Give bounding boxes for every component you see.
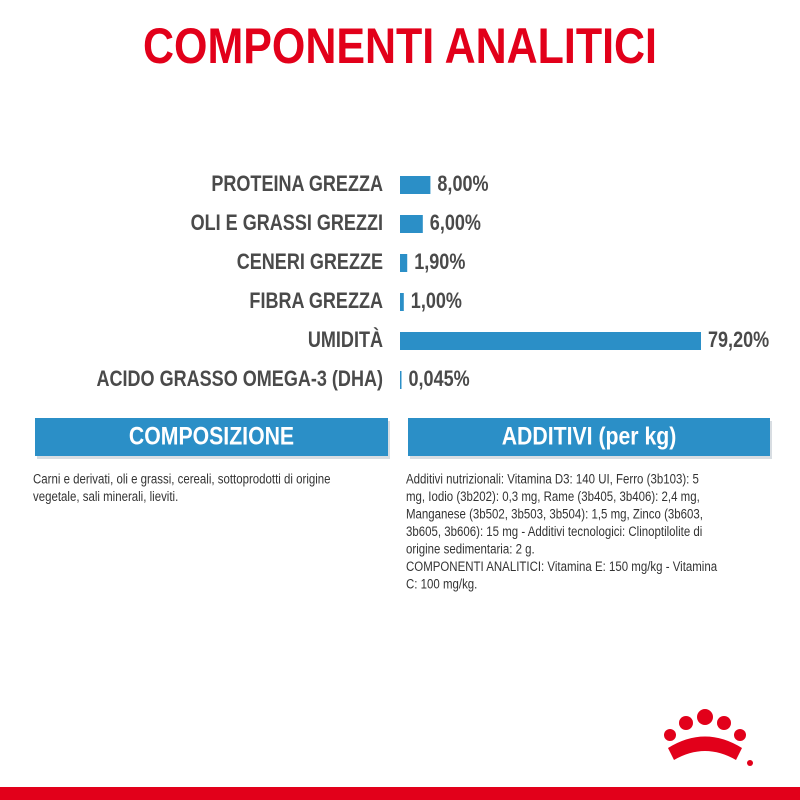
- value-label: 6,00%: [430, 211, 481, 235]
- bar: [400, 371, 402, 389]
- logo-dot: [697, 709, 713, 725]
- section-header-box: [408, 418, 770, 456]
- section-text: Additivi nutrizionali: Vitamina D3: 140 …: [406, 472, 699, 487]
- category-label: PROTEINA GREZZA: [211, 172, 383, 196]
- category-label: UMIDITÀ: [308, 327, 383, 352]
- section-text: C: 100 mg/kg.: [406, 577, 477, 592]
- category-label: CENERI GREZZE: [237, 250, 383, 274]
- section-text: origine sedimentaria: 2 g.: [406, 542, 535, 557]
- section-text: 3b605, 3b606): 15 mg - Additivi tecnolog…: [406, 524, 702, 539]
- bottom-band: [0, 787, 800, 800]
- section-text: Carni e derivati, oli e grassi, cereali,…: [33, 472, 331, 487]
- section-text: COMPONENTI ANALITICI: Vitamina E: 150 mg…: [406, 559, 717, 574]
- logo-dot: [717, 716, 731, 730]
- section-text: Manganese (3b502, 3b503, 3b504): 1,5 mg,…: [406, 507, 703, 522]
- bar: [400, 215, 423, 233]
- bar: [400, 332, 701, 350]
- section-title: COMPOSIZIONE: [129, 422, 294, 450]
- category-label: OLI E GRASSI GREZZI: [191, 211, 383, 235]
- category-label: ACIDO GRASSO OMEGA-3 (DHA): [96, 367, 383, 391]
- bar: [400, 254, 408, 272]
- logo-crown: [668, 736, 742, 760]
- value-label: 8,00%: [437, 172, 488, 196]
- bar: [400, 176, 431, 194]
- value-label: 1,90%: [414, 250, 465, 274]
- section-title: ADDITIVI (per kg): [502, 422, 677, 450]
- section-header-box: [35, 418, 388, 456]
- logo-dot: [734, 729, 746, 741]
- chart-title: COMPONENTI ANALITICI: [143, 18, 657, 74]
- logo-dot: [679, 716, 693, 730]
- logo-dot: [664, 729, 676, 741]
- value-label: 79,20%: [708, 328, 769, 352]
- section-text: vegetale, sali minerali, lieviti.: [33, 489, 178, 504]
- logo-dot: [747, 760, 753, 766]
- bar: [400, 293, 404, 311]
- section-text: mg, Iodio (3b202): 0,3 mg, Rame (3b405, …: [406, 489, 700, 504]
- logo: [664, 709, 753, 766]
- category-label: FIBRA GREZZA: [249, 289, 383, 313]
- value-label: 1,00%: [411, 289, 462, 313]
- value-label: 0,045%: [409, 367, 470, 391]
